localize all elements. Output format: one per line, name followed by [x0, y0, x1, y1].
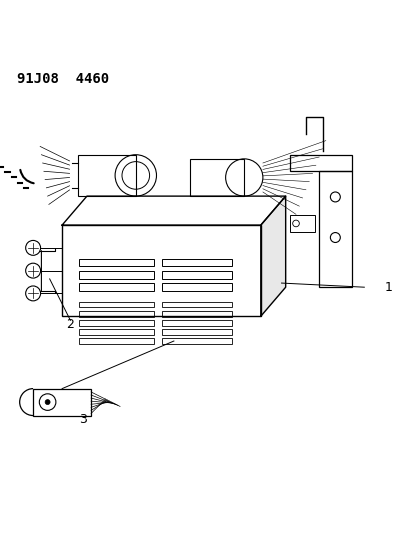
Circle shape: [26, 263, 40, 278]
Bar: [78, 155, 135, 196]
Bar: [162, 284, 231, 291]
Bar: [162, 271, 231, 279]
Bar: [162, 338, 231, 344]
Bar: [78, 271, 154, 279]
Bar: [78, 329, 154, 335]
Bar: [33, 389, 91, 416]
Bar: [318, 171, 351, 287]
Polygon shape: [62, 196, 285, 225]
Circle shape: [26, 286, 40, 301]
Text: 1: 1: [384, 281, 392, 294]
Bar: [162, 311, 231, 317]
Bar: [78, 338, 154, 344]
Text: 2: 2: [66, 318, 74, 331]
Text: 3: 3: [78, 414, 87, 426]
Bar: [289, 155, 351, 171]
Circle shape: [26, 240, 40, 255]
Polygon shape: [260, 196, 285, 316]
Bar: [78, 320, 154, 326]
Bar: [78, 302, 154, 308]
Bar: [162, 302, 231, 308]
Bar: [62, 225, 260, 316]
Bar: [162, 329, 231, 335]
Bar: [78, 284, 154, 291]
Bar: [162, 320, 231, 326]
Bar: [162, 259, 231, 266]
Circle shape: [45, 400, 50, 405]
Bar: [78, 311, 154, 317]
Bar: [289, 215, 314, 232]
Text: 91J08  4460: 91J08 4460: [17, 72, 109, 86]
Bar: [190, 159, 244, 196]
Bar: [78, 259, 154, 266]
